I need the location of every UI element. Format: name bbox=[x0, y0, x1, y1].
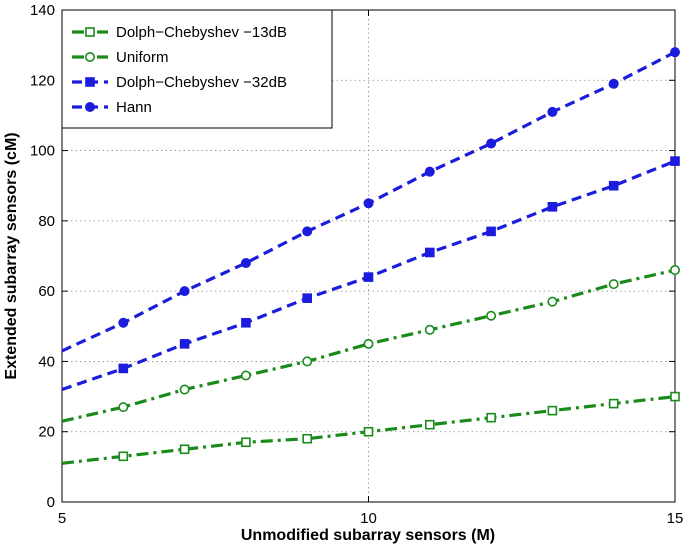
y-tick-label: 80 bbox=[38, 213, 55, 230]
data-point bbox=[240, 370, 251, 381]
legend-label: Dolph−Chebyshev −32dB bbox=[116, 74, 287, 91]
legend-label: Dolph−Chebyshev −13dB bbox=[116, 24, 287, 41]
legend-label: Uniform bbox=[116, 49, 169, 66]
series-3 bbox=[61, 47, 680, 353]
series-0 bbox=[61, 391, 680, 465]
data-point bbox=[118, 317, 129, 328]
x-axis-label: Unmodified subarray sensors (M) bbox=[241, 527, 495, 544]
data-point bbox=[486, 310, 497, 321]
data-point bbox=[608, 398, 619, 409]
legend-marker bbox=[85, 77, 95, 87]
data-point bbox=[608, 78, 619, 89]
data-point bbox=[424, 419, 435, 430]
x-tick-label: 5 bbox=[58, 510, 66, 527]
data-point bbox=[547, 106, 558, 117]
data-point bbox=[302, 226, 313, 237]
series-line bbox=[61, 268, 676, 423]
y-tick-label: 140 bbox=[30, 2, 55, 19]
data-point bbox=[363, 426, 374, 437]
legend-item: Dolph−Chebyshev −32dB bbox=[72, 74, 287, 91]
x-tick-label: 15 bbox=[667, 510, 684, 527]
data-point bbox=[179, 339, 190, 349]
data-point bbox=[608, 180, 619, 191]
data-point bbox=[424, 166, 435, 177]
series-2 bbox=[61, 156, 680, 392]
y-tick-label: 60 bbox=[38, 283, 55, 300]
data-point bbox=[302, 356, 313, 367]
data-point bbox=[669, 265, 680, 276]
data-point bbox=[179, 286, 190, 297]
y-tick-label: 0 bbox=[47, 494, 55, 511]
data-point bbox=[608, 279, 619, 290]
data-point bbox=[118, 402, 129, 413]
legend-marker bbox=[85, 102, 96, 113]
legend-marker bbox=[85, 51, 96, 62]
data-point bbox=[486, 226, 496, 237]
data-point bbox=[670, 156, 680, 166]
data-point bbox=[547, 405, 558, 416]
legend-item: Uniform bbox=[72, 49, 169, 66]
data-point bbox=[302, 293, 313, 303]
data-point bbox=[363, 272, 374, 282]
data-point bbox=[240, 258, 251, 269]
data-point bbox=[424, 247, 435, 258]
data-point bbox=[118, 451, 129, 462]
legend-item: Hann bbox=[72, 99, 152, 116]
y-tick-label: 20 bbox=[38, 424, 55, 441]
y-tick-label: 120 bbox=[30, 72, 55, 89]
data-point bbox=[486, 138, 497, 149]
data-point bbox=[486, 412, 496, 423]
data-point bbox=[118, 363, 129, 374]
data-point bbox=[547, 202, 558, 212]
data-point bbox=[363, 338, 374, 349]
legend-marker bbox=[85, 27, 95, 37]
data-point bbox=[179, 444, 190, 455]
data-point bbox=[241, 437, 251, 448]
x-tick-label: 10 bbox=[360, 510, 377, 527]
data-point bbox=[363, 198, 374, 209]
legend: Dolph−Chebyshev −13dB Uniform Dolph−Chebys… bbox=[61, 9, 333, 129]
y-axis-label: Extended subarray sensors (cM) bbox=[3, 132, 20, 379]
data-point bbox=[424, 324, 435, 335]
ticks: 0 20 40 60 80 100 120 140 5 10 15 bbox=[30, 2, 683, 527]
y-tick-label: 40 bbox=[38, 353, 55, 370]
legend-label: Hann bbox=[116, 99, 152, 116]
y-tick-label: 100 bbox=[30, 143, 55, 160]
data-point bbox=[670, 391, 680, 402]
data-point bbox=[179, 384, 190, 395]
data-point bbox=[302, 433, 313, 444]
data-point bbox=[669, 47, 680, 58]
series-1 bbox=[61, 265, 680, 423]
legend-item: Dolph−Chebyshev −13dB bbox=[72, 24, 287, 41]
data-point bbox=[547, 296, 558, 307]
series-group bbox=[61, 47, 680, 465]
data-point bbox=[241, 317, 251, 328]
